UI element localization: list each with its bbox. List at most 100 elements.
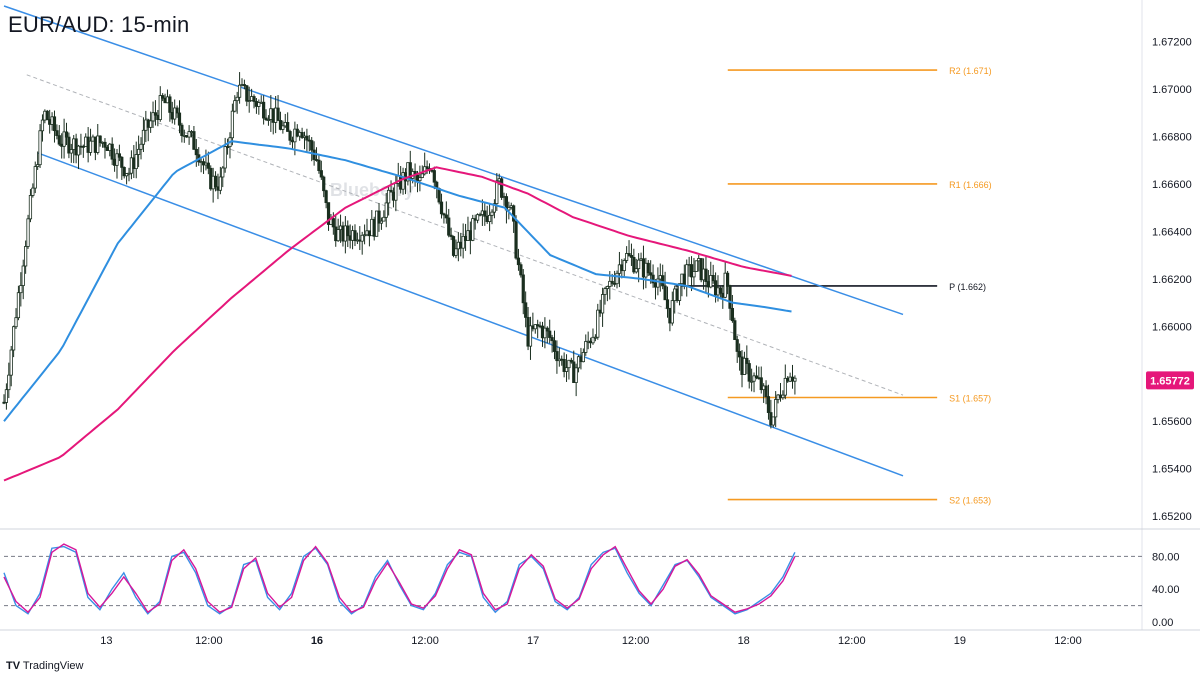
- candle-body: [581, 352, 585, 363]
- candle-body: [286, 122, 290, 132]
- candle-body: [555, 351, 559, 362]
- candle-body: [490, 211, 494, 216]
- pivot-level-label: S2 (1.653): [949, 496, 991, 506]
- candle-body: [262, 101, 266, 119]
- candle-body: [536, 324, 540, 327]
- candle-body: [168, 96, 172, 113]
- candle-body: [122, 166, 126, 177]
- time-tick-label: 12:00: [1054, 635, 1082, 647]
- candle-body: [346, 225, 350, 237]
- price-tick-label: 1.65600: [1152, 416, 1192, 428]
- candle-body: [88, 140, 93, 153]
- pivot-level-label: S1 (1.657): [949, 394, 991, 404]
- candle-body: [507, 207, 511, 211]
- candle-body: [387, 189, 391, 204]
- candle-body: [718, 287, 722, 294]
- candle-body: [685, 264, 689, 287]
- candle-body: [663, 285, 667, 301]
- candle-body: [651, 274, 655, 284]
- candle-body: [677, 283, 682, 301]
- candle-body: [783, 377, 787, 396]
- price-tick-label: 1.66000: [1152, 321, 1192, 333]
- candle-body: [461, 235, 465, 249]
- candle-body: [225, 146, 230, 148]
- candle-body: [67, 136, 71, 154]
- candle-body: [524, 302, 528, 318]
- candle-body: [16, 292, 21, 319]
- candle-body: [149, 120, 153, 128]
- candle-body: [377, 210, 381, 224]
- stoch-tick-label: 0.00: [1152, 617, 1173, 629]
- candle-body: [649, 272, 653, 276]
- candle-body: [266, 119, 271, 121]
- stoch-d-line: [3, 543, 796, 614]
- candle-body: [471, 218, 475, 241]
- candle-body: [158, 95, 162, 120]
- time-tick-label: 12:00: [838, 635, 866, 647]
- candle-body: [353, 230, 357, 242]
- candle-body: [661, 275, 665, 287]
- candle-body: [117, 153, 121, 158]
- candle-body: [745, 357, 749, 364]
- candle-body: [600, 294, 605, 314]
- candle-body: [151, 112, 155, 122]
- candle-body: [26, 218, 30, 247]
- candle-body: [288, 131, 292, 141]
- candle-body: [278, 120, 283, 130]
- candle-body: [692, 271, 696, 278]
- tradingview-logo[interactable]: TV TradingView: [6, 660, 83, 672]
- candle-body: [31, 187, 35, 196]
- candle-body: [615, 272, 619, 285]
- time-tick-label: 12:00: [195, 635, 223, 647]
- candle-body: [449, 234, 453, 237]
- candle-body: [64, 131, 69, 138]
- candle-body: [475, 214, 480, 221]
- price-tick-label: 1.65400: [1152, 464, 1192, 476]
- candle-body: [488, 214, 492, 222]
- candle-body: [55, 130, 59, 137]
- candle-body: [382, 216, 386, 222]
- candle-body: [57, 135, 61, 145]
- candle-body: [264, 117, 268, 121]
- price-tick-label: 1.66600: [1152, 179, 1192, 191]
- candle-body: [665, 299, 670, 309]
- candle-body: [221, 167, 225, 178]
- candle-body: [300, 132, 304, 138]
- candle-body: [608, 280, 612, 287]
- candle-body: [442, 213, 446, 216]
- candle-body: [38, 130, 42, 166]
- candle-body: [237, 84, 242, 98]
- candle-body: [14, 317, 18, 328]
- candle-body: [656, 278, 660, 288]
- candle-body: [281, 125, 285, 130]
- candle-body: [103, 141, 107, 148]
- candle-body: [735, 339, 739, 352]
- candle-body: [242, 84, 246, 87]
- chart-title: EUR/AUD: 15-min: [8, 12, 190, 37]
- candle-body: [19, 285, 23, 294]
- candle-body: [629, 255, 634, 258]
- time-tick-label: 19: [954, 635, 966, 647]
- candle-body: [733, 320, 737, 340]
- candle-body: [245, 85, 249, 102]
- candle-body: [694, 260, 698, 272]
- candle-body: [194, 148, 198, 156]
- candle-body: [223, 146, 227, 169]
- candle-body: [153, 112, 158, 116]
- stoch-k-line: [3, 545, 796, 615]
- candle-body: [584, 341, 588, 353]
- candle-body: [96, 135, 100, 153]
- candle-body: [127, 172, 131, 175]
- candle-body: [610, 280, 614, 284]
- candle-body: [591, 336, 595, 344]
- candle-body: [317, 159, 321, 171]
- candle-body: [310, 140, 314, 151]
- candle-body: [76, 145, 81, 156]
- candle-body: [439, 201, 444, 215]
- candle-body: [45, 110, 49, 120]
- candle-body: [362, 234, 367, 237]
- stoch-tick-label: 40.00: [1152, 584, 1180, 596]
- candle-body: [447, 217, 451, 236]
- candle-body: [646, 262, 650, 274]
- candle-body: [725, 272, 730, 287]
